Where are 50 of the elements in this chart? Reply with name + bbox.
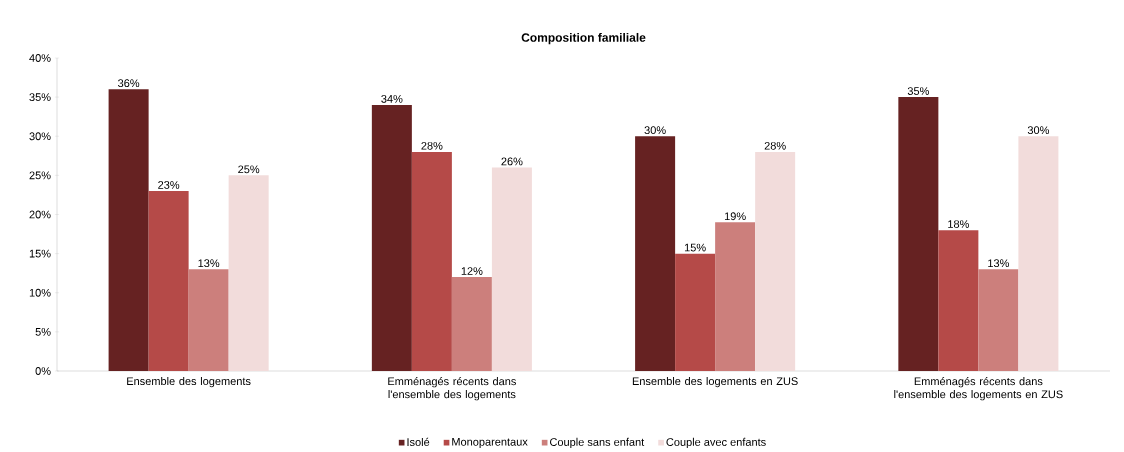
data-label: 19%: [724, 212, 746, 221]
bar: [755, 152, 796, 372]
x-tick-label: Ensemble des logements: [127, 377, 251, 388]
data-label: 26%: [501, 157, 523, 166]
data-label: 13%: [198, 259, 220, 268]
data-label: 28%: [764, 142, 786, 150]
y-tick-label: 40%: [29, 54, 51, 63]
chart-title: Composition familiale: [521, 33, 646, 45]
data-label: 28%: [421, 142, 443, 150]
bar: [898, 97, 939, 372]
bar: [1018, 136, 1059, 372]
y-tick-label: 0%: [35, 367, 51, 376]
data-label: 30%: [644, 126, 666, 135]
bar: [411, 152, 452, 372]
data-label: 25%: [238, 165, 260, 174]
y-tick-label: 30%: [29, 132, 51, 141]
bar: [371, 105, 412, 372]
legend-label: Couple avec enfants: [666, 438, 766, 449]
data-label: 12%: [461, 267, 483, 276]
y-tick-label: 5%: [35, 328, 51, 336]
bar: [108, 89, 149, 372]
y-tick-label: 20%: [29, 210, 51, 219]
bar: [451, 277, 492, 372]
x-tick-label: Emménagés récents dans l'ensemble des logements: [388, 377, 516, 401]
y-tick-label: 25%: [29, 171, 51, 180]
bar: [715, 222, 756, 372]
y-tick-label: 15%: [29, 250, 51, 258]
y-tick-label: 10%: [29, 289, 51, 297]
data-label: 30%: [1027, 126, 1050, 135]
bar: [675, 253, 716, 372]
bar: [148, 191, 189, 372]
bar: [228, 175, 269, 372]
bar: [188, 269, 229, 372]
legend-label: Monoparentaux: [452, 438, 528, 449]
y-tick-label: 35%: [29, 93, 51, 102]
bar: [978, 269, 1019, 372]
data-label: 13%: [988, 259, 1009, 268]
data-label: 35%: [907, 87, 929, 96]
data-label: 34%: [381, 95, 403, 103]
legend-label: Couple sans enfant: [550, 438, 645, 449]
x-tick-label: Emménagés récents dans l'ensemble des logements en ZUS: [894, 377, 1063, 401]
legend-label: Isolé: [407, 438, 430, 447]
data-label: 18%: [948, 220, 969, 229]
data-label: 23%: [158, 181, 180, 190]
bar: [635, 136, 676, 372]
data-label: 36%: [118, 79, 140, 88]
bar: [938, 230, 979, 372]
x-tick-label: Ensemble des logements en ZUS: [632, 377, 798, 388]
data-label: 15%: [684, 243, 706, 252]
bar: [491, 167, 532, 372]
